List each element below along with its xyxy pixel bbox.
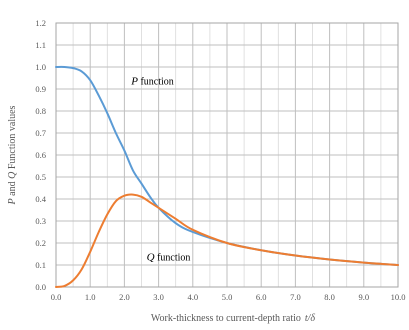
y-tick-label: 0.7 [35, 128, 46, 138]
series-annotation: Q function [147, 252, 191, 264]
plot-border [55, 22, 399, 288]
y-tick-label: 0.9 [35, 84, 46, 94]
y-axis-title: P and Q Function values [7, 105, 18, 205]
y-tick-label: 0.8 [35, 106, 46, 116]
x-tick-label: 2.0 [119, 292, 130, 302]
y-tick-label: 0.6 [35, 150, 46, 160]
y-tick-label: 1.1 [35, 40, 46, 50]
annotations: P function Q function [130, 76, 190, 264]
series-annotation: P function [130, 76, 174, 88]
tick-labels: 0.0 1.0 2.0 3.0 4.0 5.0 6.0 7.0 8.0 9.0 10.0 0.0 0.1… [35, 18, 405, 302]
y-tick-label: 0.0 [35, 282, 46, 292]
y-tick-label: 0.2 [35, 238, 46, 248]
y-tick-label: 1.0 [35, 62, 46, 72]
x-tick-label: 1.0 [85, 292, 96, 302]
x-tick-label: 8.0 [324, 292, 335, 302]
x-tick-label: 6.0 [256, 292, 267, 302]
series-line-q-function [55, 193, 399, 288]
grid [55, 22, 399, 288]
y-tick-label: 0.3 [35, 216, 46, 226]
x-tick-label: 7.0 [290, 292, 301, 302]
x-tick-label: 10.0 [391, 292, 406, 302]
series-lines [55, 65, 399, 288]
y-tick-label: 0.1 [35, 260, 46, 270]
x-tick-label: 5.0 [222, 292, 233, 302]
x-tick-label: 3.0 [153, 292, 164, 302]
y-tick-label: 0.4 [35, 194, 46, 204]
x-axis-title: Work-thickness to current-depth ratio t/δ [151, 313, 316, 324]
x-tick-label: 0.0 [51, 292, 62, 302]
y-tick-label: 0.5 [35, 172, 46, 182]
x-tick-label: 9.0 [358, 292, 369, 302]
y-tick-label: 1.2 [35, 18, 46, 28]
x-tick-label: 4.0 [187, 292, 198, 302]
